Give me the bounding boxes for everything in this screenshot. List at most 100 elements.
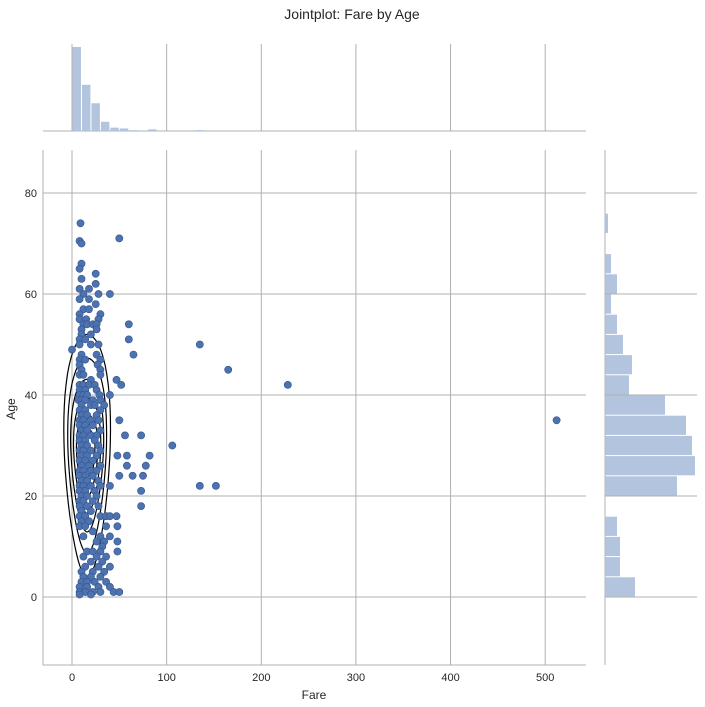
scatter-point xyxy=(87,330,95,339)
scatter-point xyxy=(76,219,85,228)
scatter-point xyxy=(141,461,150,470)
x-tick-label: 0 xyxy=(69,672,75,684)
y-tick-label: 20 xyxy=(25,491,37,503)
scatter-point xyxy=(85,284,93,293)
scatter-point xyxy=(79,532,88,541)
scatter-point xyxy=(121,431,129,440)
scatter-point xyxy=(115,234,124,243)
scatter-point xyxy=(145,451,154,460)
age-hist-bar xyxy=(605,415,686,435)
scatter-point xyxy=(113,537,122,546)
scatter-point xyxy=(75,295,84,303)
scatter-point xyxy=(106,481,114,490)
scatter-point xyxy=(124,335,133,344)
joint-plot-area: 0 100 200 300 400 500 0 20 40 60 80 xyxy=(25,150,586,684)
age-hist-bar xyxy=(605,577,635,597)
scatter-point xyxy=(91,269,100,278)
scatter-point xyxy=(195,481,204,490)
age-hist-bar xyxy=(605,435,692,456)
scatter-point xyxy=(68,345,76,354)
scatter-point xyxy=(94,416,103,425)
scatter-point xyxy=(87,507,95,515)
scatter-point xyxy=(96,481,105,490)
x-tick-label: 100 xyxy=(157,672,175,684)
age-hist-bar xyxy=(605,213,608,233)
scatter-point xyxy=(117,380,126,389)
age-histogram xyxy=(604,150,697,665)
age-hist-bar xyxy=(605,557,620,577)
scatter-point xyxy=(87,340,95,349)
fare-hist-bar xyxy=(100,121,110,131)
scatter-point xyxy=(92,537,101,546)
scatter-point xyxy=(168,441,177,450)
age-hist-bar xyxy=(605,355,632,375)
y-tick-label: 80 xyxy=(25,188,37,200)
scatter-point xyxy=(106,562,114,571)
scatter-point xyxy=(88,421,97,430)
age-hist-bar xyxy=(605,536,620,557)
fare-hist-bar xyxy=(119,128,129,131)
age-hist-bar xyxy=(605,516,617,536)
scatter-point xyxy=(87,557,95,566)
age-hist-bar xyxy=(605,294,611,314)
scatter-point xyxy=(96,572,105,581)
scatter-point xyxy=(106,290,114,298)
age-hist-bar xyxy=(605,375,629,395)
scatter-point xyxy=(81,522,90,531)
x-axis-label: Fare xyxy=(302,688,327,702)
fare-hist-bar xyxy=(129,130,138,131)
scatter-point xyxy=(106,391,114,399)
scatter-point xyxy=(96,588,105,596)
age-hist-bar xyxy=(605,334,623,355)
scatter-point xyxy=(88,527,97,536)
scatter-point xyxy=(123,451,131,460)
scatter-point xyxy=(113,522,122,531)
scatter-point xyxy=(137,502,145,510)
scatter-point xyxy=(112,375,121,384)
scatter-point xyxy=(139,471,147,480)
y-tick-label: 0 xyxy=(31,592,37,604)
x-tick-label: 300 xyxy=(347,672,365,684)
fare-hist-bar xyxy=(110,127,119,131)
age-hist-bar xyxy=(605,456,695,476)
scatter-point xyxy=(115,471,124,480)
scatter-point xyxy=(123,461,131,470)
scatter-point xyxy=(75,264,84,273)
scatter-point xyxy=(85,305,93,314)
scatter-point xyxy=(77,274,86,283)
fare-hist-bar xyxy=(195,130,204,131)
scatter-point xyxy=(115,588,124,596)
scatter-point xyxy=(211,481,220,490)
age-hist-bar xyxy=(605,314,617,334)
scatter-point xyxy=(94,562,103,571)
y-tick-label: 60 xyxy=(25,289,37,301)
scatter-point xyxy=(137,431,145,440)
x-tick-label: 200 xyxy=(252,672,270,684)
y-tick-label: 40 xyxy=(25,390,37,402)
y-axis-label: Age xyxy=(4,398,18,420)
scatter-point xyxy=(552,416,561,425)
scatter-point xyxy=(79,370,88,379)
fare-hist-bar xyxy=(81,84,91,131)
scatter-point xyxy=(195,340,204,349)
scatter-point xyxy=(90,401,99,409)
age-hist-bar xyxy=(605,476,677,496)
scatter-point xyxy=(113,547,122,556)
fare-hist-bar xyxy=(91,103,100,131)
scatter-point xyxy=(75,340,84,349)
fare-hist-bar xyxy=(148,129,157,131)
scatter-point xyxy=(283,380,292,389)
scatter-point xyxy=(81,335,90,344)
scatter-point xyxy=(106,532,114,541)
x-tick-label: 500 xyxy=(536,672,554,684)
scatter-point xyxy=(124,320,133,329)
scatter-point xyxy=(96,370,105,379)
scatter-point xyxy=(94,340,103,349)
density-contour xyxy=(63,333,112,578)
x-tick-label: 400 xyxy=(441,672,459,684)
scatter-point xyxy=(137,486,145,495)
scatter-point xyxy=(88,497,97,505)
scatter-point xyxy=(94,502,103,510)
